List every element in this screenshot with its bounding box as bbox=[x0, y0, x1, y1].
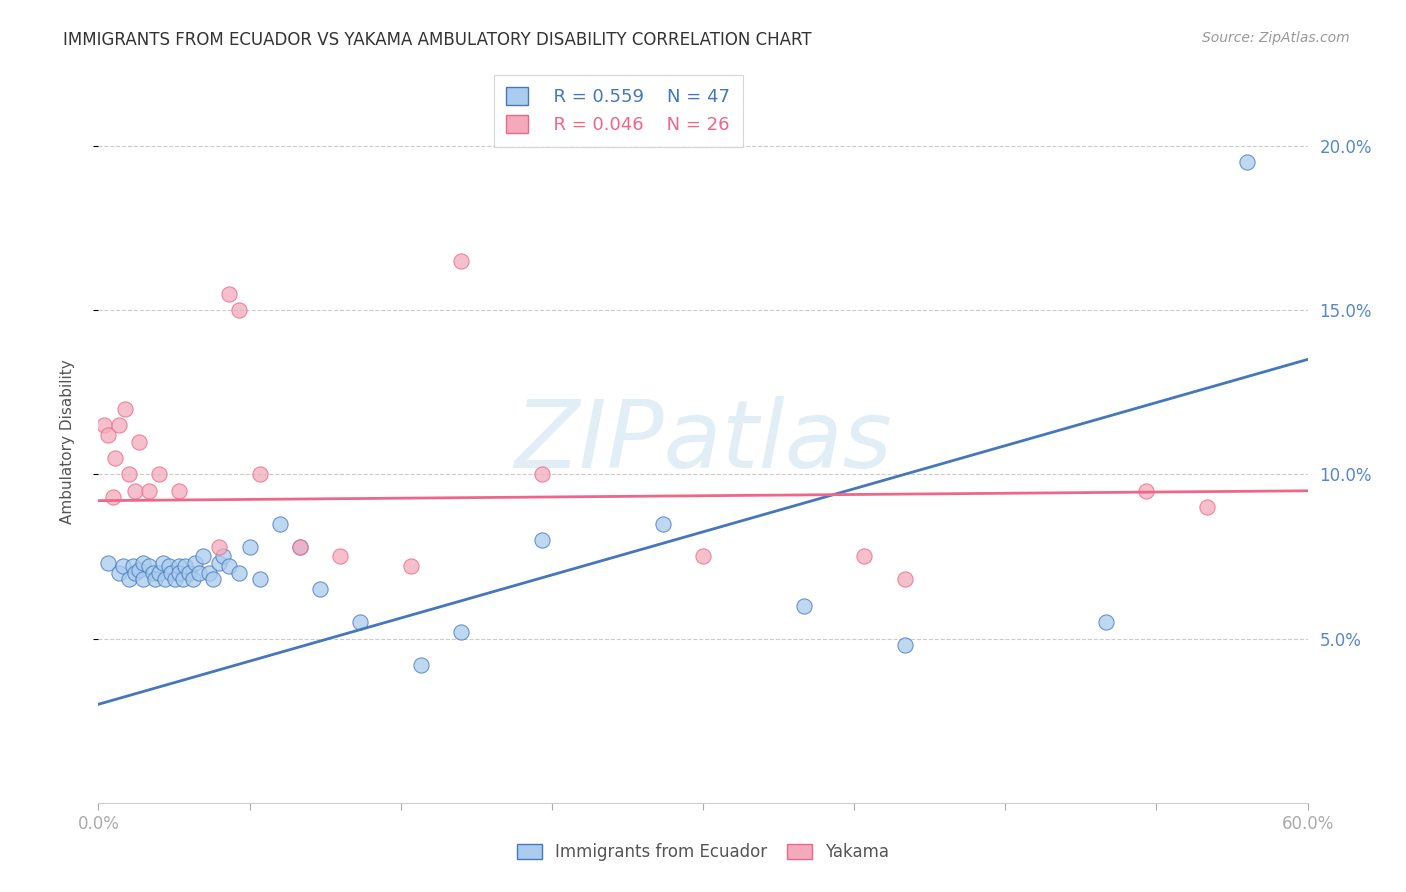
Point bbox=[893, 573, 915, 587]
Point bbox=[97, 428, 120, 442]
Text: ZIPatlas: ZIPatlas bbox=[515, 396, 891, 487]
Point bbox=[118, 467, 141, 482]
Point bbox=[172, 573, 194, 587]
Legend:   R = 0.559    N = 47,   R = 0.046    N = 26: R = 0.559 N = 47, R = 0.046 N = 26 bbox=[494, 75, 742, 147]
Point bbox=[309, 582, 332, 597]
Point bbox=[124, 483, 146, 498]
Point bbox=[107, 418, 129, 433]
Point bbox=[1195, 500, 1218, 515]
Point bbox=[184, 556, 207, 570]
Text: IMMIGRANTS FROM ECUADOR VS YAKAMA AMBULATORY DISABILITY CORRELATION CHART: IMMIGRANTS FROM ECUADOR VS YAKAMA AMBULA… bbox=[63, 31, 811, 49]
Legend: Immigrants from Ecuador, Yakama: Immigrants from Ecuador, Yakama bbox=[510, 837, 896, 868]
Point bbox=[174, 559, 197, 574]
Point bbox=[239, 540, 262, 554]
Point bbox=[530, 467, 553, 482]
Point bbox=[249, 467, 271, 482]
Point bbox=[349, 615, 371, 630]
Point bbox=[269, 516, 291, 531]
Point bbox=[148, 566, 170, 580]
Point bbox=[249, 573, 271, 587]
Point bbox=[208, 540, 231, 554]
Point bbox=[450, 625, 472, 640]
Point bbox=[142, 566, 165, 580]
Y-axis label: Ambulatory Disability: Ambulatory Disability bbox=[60, 359, 75, 524]
Point bbox=[193, 549, 215, 564]
Point bbox=[167, 559, 190, 574]
Point bbox=[148, 467, 170, 482]
Point bbox=[692, 549, 714, 564]
Point bbox=[288, 540, 311, 554]
Point bbox=[97, 556, 120, 570]
Point bbox=[138, 483, 160, 498]
Point bbox=[288, 540, 311, 554]
Point bbox=[167, 483, 190, 498]
Point bbox=[143, 573, 166, 587]
Point bbox=[124, 566, 146, 580]
Point bbox=[153, 573, 176, 587]
Point bbox=[121, 559, 143, 574]
Point bbox=[179, 566, 201, 580]
Point bbox=[218, 286, 240, 301]
Point bbox=[218, 559, 240, 574]
Point bbox=[893, 638, 915, 652]
Point bbox=[107, 566, 129, 580]
Point bbox=[228, 303, 250, 318]
Point bbox=[160, 566, 183, 580]
Point bbox=[450, 253, 472, 268]
Point bbox=[1135, 483, 1157, 498]
Point bbox=[128, 563, 150, 577]
Point bbox=[167, 566, 190, 580]
Point bbox=[138, 559, 160, 574]
Point bbox=[103, 450, 125, 465]
Point bbox=[111, 559, 134, 574]
Point bbox=[181, 573, 204, 587]
Text: Source: ZipAtlas.com: Source: ZipAtlas.com bbox=[1202, 31, 1350, 45]
Point bbox=[208, 556, 231, 570]
Point bbox=[188, 566, 211, 580]
Point bbox=[1236, 155, 1258, 169]
Point bbox=[1095, 615, 1118, 630]
Point bbox=[118, 573, 141, 587]
Point bbox=[651, 516, 673, 531]
Point bbox=[157, 559, 180, 574]
Point bbox=[853, 549, 876, 564]
Point bbox=[530, 533, 553, 547]
Point bbox=[132, 556, 155, 570]
Point bbox=[198, 566, 221, 580]
Point bbox=[793, 599, 815, 613]
Point bbox=[163, 573, 186, 587]
Point bbox=[202, 573, 225, 587]
Point bbox=[399, 559, 422, 574]
Point bbox=[132, 573, 155, 587]
Point bbox=[329, 549, 352, 564]
Point bbox=[228, 566, 250, 580]
Point bbox=[114, 401, 136, 416]
Point bbox=[212, 549, 235, 564]
Point bbox=[128, 434, 150, 449]
Point bbox=[93, 418, 115, 433]
Point bbox=[409, 657, 432, 672]
Point bbox=[101, 491, 124, 505]
Point bbox=[152, 556, 174, 570]
